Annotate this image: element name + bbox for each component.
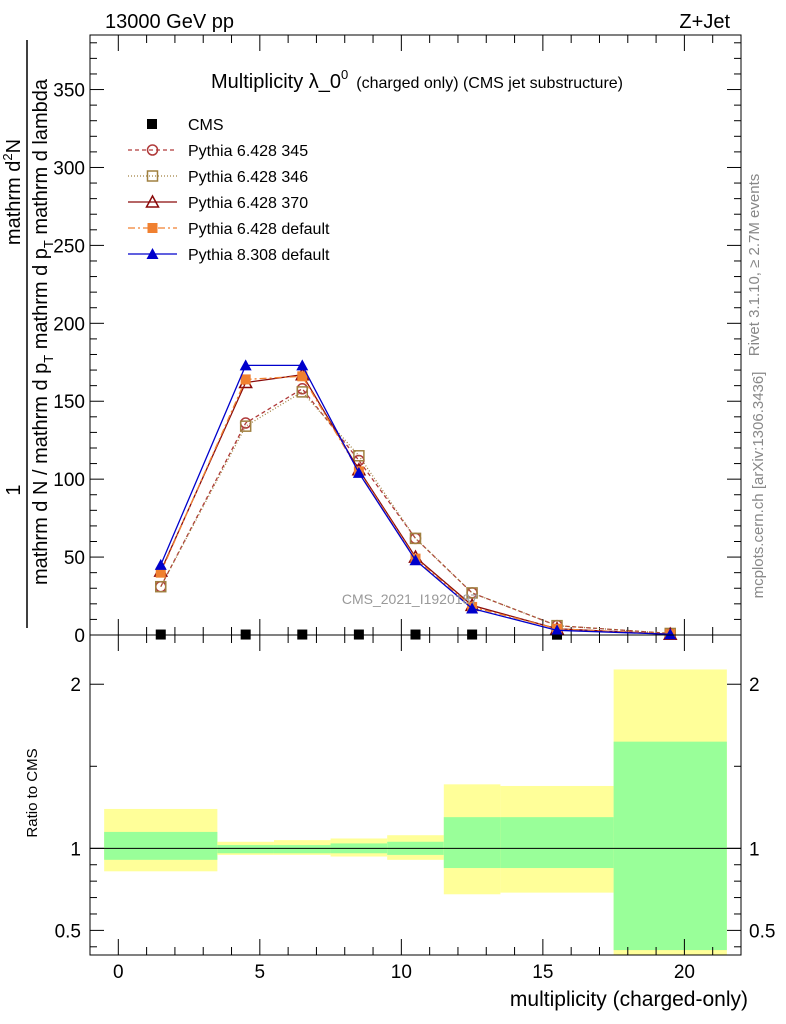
data-point xyxy=(146,248,159,259)
data-point xyxy=(154,558,167,570)
legend-marker xyxy=(146,248,159,259)
data-point xyxy=(551,624,564,636)
data-point xyxy=(353,450,365,462)
mcplots-label: mcplots.cern.ch [arXiv:1306.3436] xyxy=(750,372,767,599)
y-tick-label: 250 xyxy=(53,236,85,257)
chart-title: Multiplicity λ_00 (charged only) (CMS jet… xyxy=(211,67,623,93)
ratio-stat-band xyxy=(443,817,501,869)
series-line xyxy=(160,391,671,635)
data-point xyxy=(296,359,309,371)
ratio-stat-band xyxy=(613,741,727,951)
legend-label: Pythia 8.308 default xyxy=(188,247,330,264)
data-point xyxy=(146,170,159,182)
y-axis-den-sub: T xyxy=(41,355,56,363)
x-axis-title: multiplicity (charged-only) xyxy=(510,988,748,1011)
data-point xyxy=(409,554,422,566)
y-tick-label: 0 xyxy=(74,626,85,647)
title-small: (charged only) (CMS jet substructure) xyxy=(356,75,623,92)
ratio-tick-label: 1 xyxy=(70,839,81,860)
title-main: Multiplicity λ_0 xyxy=(211,71,341,93)
y-axis-title-denominator: mathrm d N / mathrm d pT mathrm d pT mat… xyxy=(30,78,56,585)
watermark-label: CMS_2021_I1920187 xyxy=(342,591,478,607)
ratio-tick-label-right: 2 xyxy=(749,675,760,696)
data-point xyxy=(296,386,309,398)
ratio-stat-band xyxy=(104,831,218,860)
series-line xyxy=(160,364,671,635)
legend-marker xyxy=(147,223,158,233)
data-point xyxy=(466,602,479,614)
data-point xyxy=(155,567,166,578)
legend-label: CMS xyxy=(188,117,224,134)
legend-label: Pythia 6.428 370 xyxy=(188,195,308,212)
ratio-stat-band xyxy=(273,845,331,854)
ratio-tick-label: 2 xyxy=(70,675,81,696)
ratio-stat-band xyxy=(217,845,274,854)
ratio-panel: 0.5 0.5 1 1 2 2 xyxy=(55,634,775,956)
data-point xyxy=(409,532,422,545)
header-right-label: Z+Jet xyxy=(679,11,730,33)
x-tick-label: 10 xyxy=(391,962,412,983)
y-tick-label: 150 xyxy=(53,392,85,413)
x-tick-label: 15 xyxy=(532,962,553,983)
y-axis-num2-tail: N xyxy=(3,139,25,153)
series-line xyxy=(160,375,671,635)
data-point xyxy=(240,374,251,385)
data-point xyxy=(239,359,252,371)
legend-marker xyxy=(147,119,157,129)
y-tick-label: 200 xyxy=(53,314,85,335)
series-line xyxy=(160,374,671,635)
y-tick-label: 350 xyxy=(53,81,85,102)
x-tick-label: 0 xyxy=(113,962,124,983)
data-point xyxy=(147,119,157,129)
y-axis-num: 1 xyxy=(3,484,25,495)
ratio-panel-ticks: 0.5 0.5 1 1 2 2 xyxy=(55,635,775,955)
x-tick-label: 20 xyxy=(674,962,695,983)
y-axis-den-prefix: mathrm d N / mathrm d p xyxy=(30,363,52,585)
data-point xyxy=(145,194,160,208)
title-sup: 0 xyxy=(341,67,348,82)
data-point xyxy=(352,466,365,478)
y-tick-label: 300 xyxy=(53,158,85,179)
y-axis-num2-sup: 2 xyxy=(0,153,15,160)
ratio-y-axis-title: Ratio to CMS xyxy=(24,748,41,837)
series-5 xyxy=(154,359,677,640)
ratio-panel-frame xyxy=(89,634,742,956)
y-axis-title-numerator: 1 xyxy=(3,484,25,495)
legend-label: Pythia 6.428 346 xyxy=(188,169,308,186)
ratio-tick-label-right: 0.5 xyxy=(749,921,775,942)
y-tick-label: 50 xyxy=(64,548,85,569)
legend-marker xyxy=(145,194,160,208)
main-panel-ticks: 0 50 100 150 200 250 300 350 xyxy=(53,35,742,647)
data-point xyxy=(155,580,167,593)
y-axis-den-tail: mathrm d lambda xyxy=(30,78,52,240)
ratio-tick-label-right: 1 xyxy=(749,839,760,860)
y-axis-title: 1 mathrm d2N mathrm d N / mathrm d pT ma… xyxy=(0,40,56,628)
header-left-label: 13000 GeV pp xyxy=(105,11,234,33)
legend-label: Pythia 6.428 345 xyxy=(188,143,308,160)
data-point xyxy=(239,420,252,432)
legend-marker xyxy=(146,144,159,156)
data-point xyxy=(147,223,158,233)
legend: CMS Pythia 6.428 345 Pythia 6.428 346 Pythi… xyxy=(128,117,330,264)
y-axis-num2: mathrm d xyxy=(3,161,25,245)
data-point xyxy=(146,144,159,156)
legend-marker xyxy=(146,170,159,182)
legend-label: Pythia 6.428 default xyxy=(188,221,330,238)
ratio-stat-band xyxy=(500,817,614,869)
data-point xyxy=(296,383,309,395)
y-axis-den-sub2: T xyxy=(41,240,56,248)
x-tick-labels: 0 5 10 15 20 xyxy=(113,962,695,983)
y-axis-den-suffix: mathrm d p xyxy=(30,248,52,355)
ratio-tick-label: 0.5 xyxy=(55,921,81,942)
y-tick-label: 100 xyxy=(53,470,85,491)
rivet-label: Rivet 3.1.10, ≥ 2.7M events xyxy=(746,174,763,357)
y-axis-title-numerator2: mathrm d2N xyxy=(0,139,25,245)
x-tick-label: 5 xyxy=(255,962,266,983)
data-point xyxy=(664,628,677,640)
data-point xyxy=(297,371,308,382)
